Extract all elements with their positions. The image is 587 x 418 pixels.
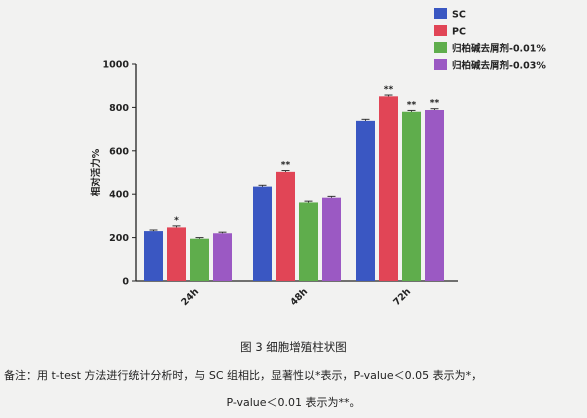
bar xyxy=(322,197,341,281)
legend-label: SC xyxy=(452,10,466,21)
legend-swatch xyxy=(434,25,447,36)
bar xyxy=(299,202,318,281)
bar xyxy=(379,96,398,281)
bar xyxy=(190,238,209,281)
figure-caption: 图 3 细胞增殖柱状图 xyxy=(240,340,347,354)
y-tick-label: 400 xyxy=(109,190,129,201)
bar-chart: 0 200 400 600 800 1000 相对活力% * 24h ** 48h ** ** ** 72h… xyxy=(90,8,546,308)
bar xyxy=(167,227,186,281)
note-line-1: 备注：用 t-test 方法进行统计分析时，与 SC 组相比，显著性以*表示，P… xyxy=(4,369,483,382)
legend-swatch xyxy=(434,42,447,53)
significance-mark: ** xyxy=(407,100,417,110)
significance-mark: ** xyxy=(430,99,440,109)
legend-swatch xyxy=(434,59,447,70)
y-tick-label: 200 xyxy=(109,233,129,244)
legend-label: PC xyxy=(452,27,466,38)
significance-mark: ** xyxy=(281,161,291,171)
legend-label: 归柏碱去屑剂-0.03% xyxy=(452,60,546,72)
bar xyxy=(425,110,444,281)
y-tick-label: 800 xyxy=(109,103,129,114)
x-tick-label: 72h xyxy=(391,286,413,308)
bar xyxy=(276,171,295,281)
bar xyxy=(213,233,232,281)
bar xyxy=(402,111,421,282)
significance-mark: * xyxy=(174,216,179,226)
bar xyxy=(253,186,272,281)
y-axis-label: 相对活力% xyxy=(90,148,102,196)
significance-mark: ** xyxy=(384,85,394,95)
bar xyxy=(356,120,375,281)
legend-label: 归柏碱去屑剂-0.01% xyxy=(452,43,546,55)
legend-swatch xyxy=(434,8,447,19)
figure-note: 备注：用 t-test 方法进行统计分析时，与 SC 组相比，显著性以*表示，P… xyxy=(0,362,587,416)
note-line-2: P-value＜0.01 表示为**。 xyxy=(226,396,361,409)
y-tick-label: 600 xyxy=(109,146,129,157)
x-tick-label: 24h xyxy=(179,286,201,308)
y-tick-label: 0 xyxy=(122,277,129,288)
y-tick-label: 1000 xyxy=(103,60,130,71)
bar xyxy=(144,231,163,281)
x-tick-label: 48h xyxy=(288,286,310,308)
